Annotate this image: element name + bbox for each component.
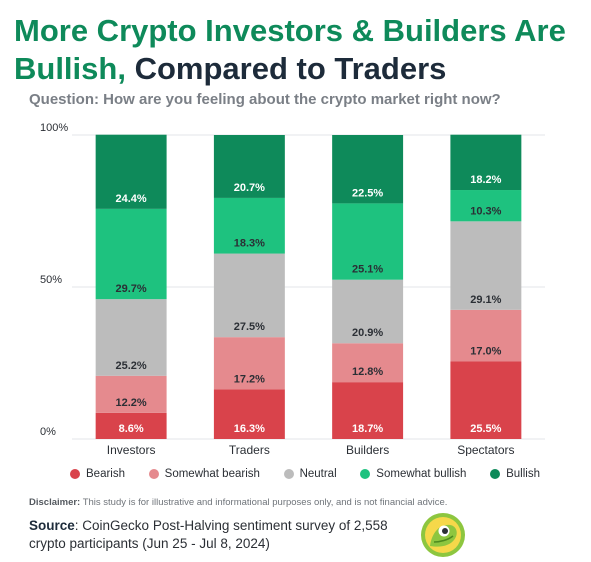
data-label: 29.7% xyxy=(116,283,147,295)
disclaimer-label: Disclaimer: xyxy=(29,497,81,508)
legend-item: Neutral xyxy=(283,468,337,480)
coingecko-logo-icon xyxy=(421,513,465,557)
bar-segment xyxy=(213,337,285,390)
data-label: 27.5% xyxy=(234,321,265,333)
data-label: 17.2% xyxy=(234,373,265,385)
bar-segment xyxy=(332,343,404,383)
bar-segment xyxy=(95,299,167,376)
bar-segment xyxy=(95,208,167,300)
source-text: : CoinGecko Post-Halving sentiment surve… xyxy=(29,518,388,551)
legend-dot-icon xyxy=(360,469,371,479)
y-tick-label: 50% xyxy=(40,274,62,286)
data-label: 12.2% xyxy=(116,397,147,409)
data-label: 24.4% xyxy=(116,193,147,205)
x-category-label: Spectators xyxy=(457,443,514,456)
legend-label: Somewhat bearish xyxy=(164,468,260,480)
data-label: 18.3% xyxy=(234,238,265,250)
chart-legend: Bearish Somewhat bearish Neutral Somewhat b… xyxy=(70,468,540,480)
legend-dot-icon xyxy=(490,469,501,479)
bar-segment xyxy=(95,134,167,209)
legend-dot-icon xyxy=(283,469,294,479)
legend-item: Bearish xyxy=(70,468,125,480)
legend-label: Neutral xyxy=(299,468,337,480)
x-category-label: Builders xyxy=(346,443,389,456)
y-tick-label: 0% xyxy=(40,426,56,438)
data-label: 20.7% xyxy=(234,182,265,194)
bar-segment xyxy=(95,412,167,439)
legend-item: Somewhat bullish xyxy=(360,468,466,480)
source-label: Source xyxy=(29,518,75,533)
bar-segment xyxy=(95,375,167,413)
stacked-bar-chart: 0% 50% 100% 8.6% 12.2% 25.2% 29.7% 24.4% Investo… xyxy=(40,122,545,456)
data-label: 22.5% xyxy=(352,187,383,199)
bar-segment xyxy=(450,309,522,362)
disclaimer: Disclaimer: This study is for illustrati… xyxy=(29,497,549,508)
bar-segment xyxy=(213,197,285,254)
data-label: 17.0% xyxy=(470,345,501,357)
data-label: 16.3% xyxy=(234,423,265,435)
legend-item: Bullish xyxy=(490,468,540,480)
data-label: 12.8% xyxy=(352,366,383,378)
chart-title-rest: Compared to Traders xyxy=(134,51,447,86)
x-category-label: Investors xyxy=(107,443,156,456)
data-label: 20.9% xyxy=(352,327,383,339)
legend-dot-icon xyxy=(148,469,159,479)
disclaimer-text: This study is for illustrative and infor… xyxy=(82,497,448,508)
bar-segment xyxy=(450,221,522,310)
y-tick-label: 100% xyxy=(40,122,68,134)
bar-segment xyxy=(213,135,285,198)
bar-segment xyxy=(332,135,404,204)
data-label: 25.5% xyxy=(470,423,501,435)
data-label: 25.2% xyxy=(116,360,147,372)
survey-question: Question: How are you feeling about the … xyxy=(29,91,501,108)
source-note: Source: CoinGecko Post-Halving sentiment… xyxy=(29,517,419,553)
bar-segment xyxy=(332,203,404,280)
legend-label: Bullish xyxy=(506,468,540,480)
data-label: 29.1% xyxy=(470,294,501,306)
data-label: 18.7% xyxy=(352,423,383,435)
data-label: 10.3% xyxy=(470,205,501,217)
bar-segment xyxy=(450,361,522,439)
legend-dot-icon xyxy=(70,469,80,479)
chart-title-accent: More Crypto Investors & Builders Are Bul… xyxy=(14,13,566,86)
legend-label: Bearish xyxy=(86,468,125,480)
data-label: 25.1% xyxy=(352,264,383,276)
bar-segment xyxy=(332,382,404,439)
bar-segment xyxy=(450,134,522,191)
x-category-label: Traders xyxy=(229,443,270,456)
bar-segment xyxy=(213,253,285,338)
data-label: 8.6% xyxy=(119,423,144,435)
bar-segment xyxy=(332,279,404,344)
chart-title: More Crypto Investors & Builders Are Bul… xyxy=(14,12,584,88)
legend-item: Somewhat bearish xyxy=(148,468,260,480)
data-label: 18.2% xyxy=(470,174,501,186)
legend-label: Somewhat bullish xyxy=(376,468,467,480)
bar-segment xyxy=(450,190,522,222)
bar-segment xyxy=(213,389,285,439)
